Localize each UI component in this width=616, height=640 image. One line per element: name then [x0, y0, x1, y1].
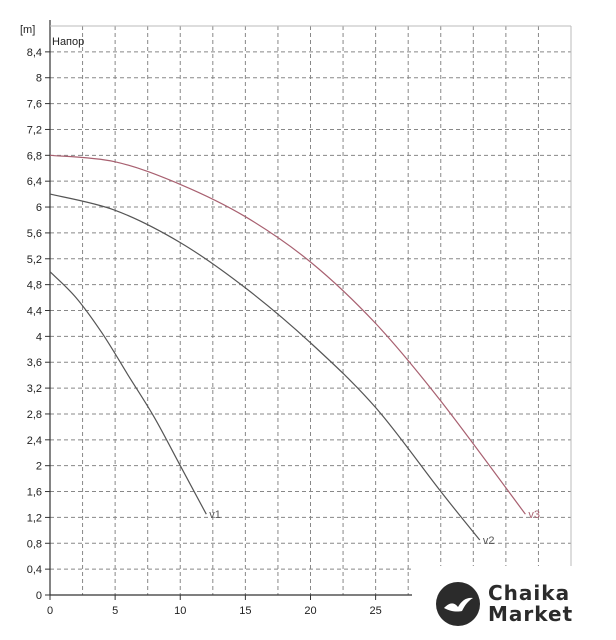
y-tick-label: 2,8: [27, 409, 42, 421]
y-tick-label: 7,6: [27, 99, 42, 111]
y-tick-label: 1,6: [27, 487, 42, 499]
x-tick-label: 0: [47, 605, 53, 617]
y-tick-label: 5,6: [27, 228, 42, 240]
y-tick-label: 0,4: [27, 564, 42, 576]
x-tick-label: 5: [112, 605, 118, 617]
brand-logo: Chaika Market: [412, 566, 616, 640]
curve-v1: [49, 271, 207, 515]
x-tick-label: 20: [304, 605, 316, 617]
y-tick-label: 8: [36, 73, 42, 85]
bird-icon: [436, 582, 480, 626]
series-labels: v1 v2 v3: [209, 509, 540, 547]
curve-v2: [49, 193, 481, 541]
y-tick-label: 6: [36, 202, 42, 214]
y-tick-labels: 0 0,4 0,8 1,2 1,6 2 2,4 2,8 3,2 3,6 4 4,4 4,8 5,2 5,6 6…: [27, 47, 42, 602]
x-tick-labels: 0 5 10 15 20 25: [47, 605, 382, 617]
y-tick-label: 4: [36, 331, 42, 343]
logo-line-2: Market: [488, 602, 574, 626]
x-tick-label: 10: [174, 605, 186, 617]
y-tick-label: 0: [36, 590, 42, 602]
x-tick-label: 15: [239, 605, 251, 617]
series-label-v1: v1: [209, 509, 221, 521]
y-unit-label: [m]: [20, 24, 35, 36]
chart-grid: [50, 26, 572, 595]
y-tick-label: 0,8: [27, 538, 42, 550]
series-label-v2: v2: [483, 535, 495, 547]
y-tick-label: 6,8: [27, 150, 42, 162]
y-tick-label: 7,2: [27, 124, 42, 136]
y-tick-label: 4,4: [27, 306, 42, 318]
y-tick-label: 2: [36, 461, 42, 473]
y-tick-label: 5,2: [27, 254, 42, 266]
x-tick-label: 25: [370, 605, 382, 617]
y-tick-label: 2,4: [27, 435, 42, 447]
y-tick-label: 6,4: [27, 176, 42, 188]
chart-title: Напор: [52, 36, 84, 48]
y-tick-label: 4,8: [27, 280, 42, 292]
curve-v3: [49, 154, 526, 515]
y-tick-label: 3,6: [27, 357, 42, 369]
series-label-v3: v3: [528, 509, 540, 521]
y-tick-label: 8,4: [27, 47, 42, 59]
y-tick-label: 1,2: [27, 512, 42, 524]
y-tick-label: 3,2: [27, 383, 42, 395]
logo-line-1: Chaika: [488, 581, 571, 605]
curve-lines: [49, 154, 526, 541]
